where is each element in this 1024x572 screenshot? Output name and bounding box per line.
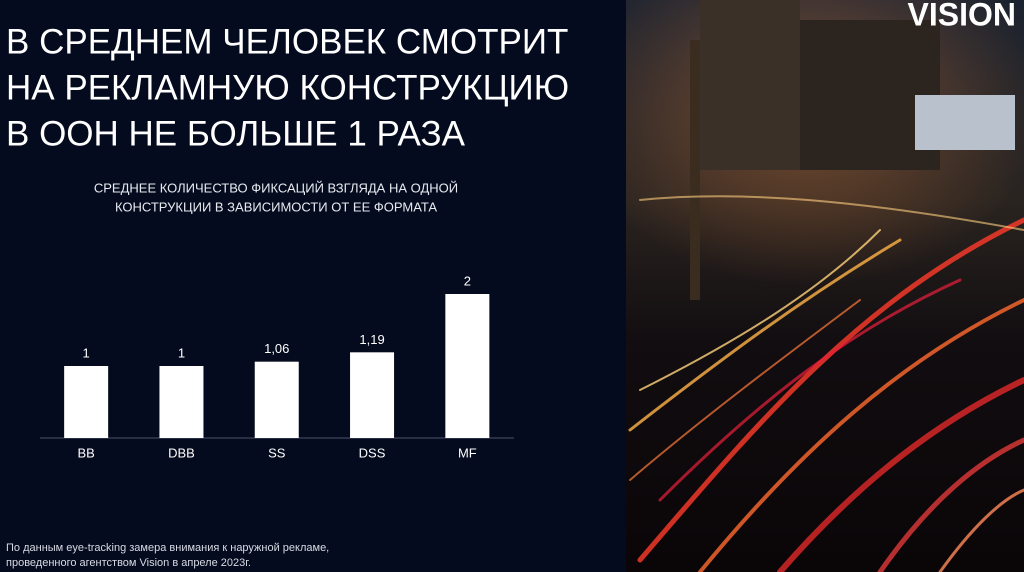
bar bbox=[350, 352, 395, 438]
subtitle: КОНСТРУКЦИИ В ЗАВИСИМОСТИ ОТ ЕЕ ФОРМАТА bbox=[115, 199, 437, 214]
value-label: 1 bbox=[178, 345, 185, 360]
bar bbox=[254, 361, 299, 438]
x-tick-label: DBB bbox=[168, 445, 195, 460]
x-tick-label: DSS bbox=[359, 445, 386, 460]
value-label: 1 bbox=[83, 345, 90, 360]
x-tick-label: MF bbox=[458, 445, 477, 460]
value-label: 2 bbox=[464, 273, 471, 288]
pole bbox=[690, 40, 700, 300]
light-trails bbox=[628, 195, 1024, 572]
chart: В СРЕДНЕМ ЧЕЛОВЕК СМОТРИТ НА РЕКЛАМНУЮ КО… bbox=[6, 22, 569, 569]
bar bbox=[159, 366, 204, 438]
footnote: По данным eye-tracking замера внимания к… bbox=[6, 542, 329, 554]
logo: VISION bbox=[908, 0, 1016, 32]
value-label: 1,19 bbox=[359, 332, 384, 347]
bar bbox=[445, 294, 490, 438]
value-label: 1,06 bbox=[264, 341, 289, 356]
billboard bbox=[915, 95, 1015, 150]
building bbox=[700, 0, 800, 170]
footnote: проведенного агентством Vision в апреле … bbox=[6, 557, 251, 569]
bar bbox=[64, 366, 109, 438]
photo bbox=[626, 0, 1024, 572]
title: НА РЕКЛАМНУЮ КОНСТРУКЦИЮ bbox=[6, 68, 569, 107]
x-tick-label: BB bbox=[77, 445, 94, 460]
subtitle: СРЕДНЕЕ КОЛИЧЕСТВО ФИКСАЦИЙ ВЗГЛЯДА НА О… bbox=[94, 180, 458, 195]
x-tick-label: SS bbox=[268, 445, 286, 460]
title: В СРЕДНЕМ ЧЕЛОВЕК СМОТРИТ bbox=[6, 22, 568, 61]
title: В ООН НЕ БОЛЬШЕ 1 РАЗА bbox=[6, 114, 466, 153]
